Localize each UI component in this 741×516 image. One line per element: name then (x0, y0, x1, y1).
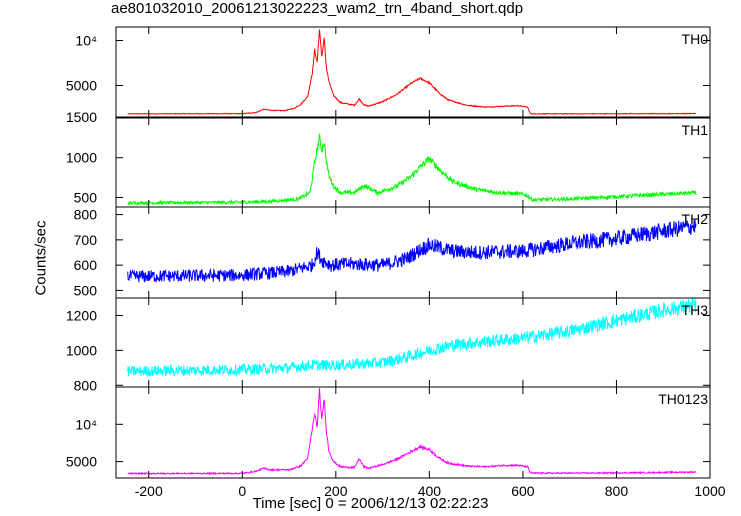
series-th3 (127, 297, 697, 378)
y-tick-label: 700 (74, 232, 98, 248)
y-tick-label: 500 (74, 282, 98, 298)
panel-frame-th0123 (115, 386, 711, 479)
x-axis-label: Time [sec] 0 = 2006/12/13 02:22:23 (252, 495, 489, 512)
series-th0123 (127, 388, 697, 476)
x-tick-label: -200 (135, 483, 163, 499)
panel-frame-th1 (115, 117, 711, 208)
x-tick-label: 1000 (694, 483, 725, 499)
x-tick-label: 200 (324, 483, 348, 499)
x-tick-label: 800 (605, 483, 629, 499)
y-tick-label: 5000 (66, 454, 97, 470)
y-tick-label: 800 (74, 207, 98, 223)
y-tick-label: 600 (74, 257, 98, 273)
y-tick-label: 500 (74, 189, 98, 205)
x-tick-label: 0 (238, 483, 246, 499)
x-tick-label: 600 (511, 483, 535, 499)
series-th2 (127, 219, 697, 283)
y-tick-label: 10⁴ (75, 33, 97, 49)
y-tick-label: 800 (74, 377, 98, 393)
series-th1 (127, 133, 697, 207)
y-tick-label: 1000 (66, 342, 97, 358)
series-th0 (127, 29, 697, 115)
y-tick-label: 5000 (66, 78, 97, 94)
panel-label-th1: TH1 (682, 122, 709, 138)
y-tick-label: 10⁴ (75, 416, 97, 432)
panel-label-th2: TH2 (682, 211, 709, 227)
x-tick-label: 400 (418, 483, 442, 499)
y-tick-label: 1000 (66, 150, 97, 166)
panel-label-th3: TH3 (682, 302, 709, 318)
chart-title: ae801032010_20061213022223_wam2_trn_4ban… (111, 0, 524, 17)
panel-label-th0: TH0 (682, 31, 709, 47)
panel-label-th0123: TH0123 (658, 391, 708, 407)
panel-frame-th3 (115, 297, 711, 388)
y-tick-label: 1500 (66, 109, 97, 125)
y-tick-label: 1200 (66, 307, 97, 323)
panel-frame-th0 (115, 26, 711, 118)
